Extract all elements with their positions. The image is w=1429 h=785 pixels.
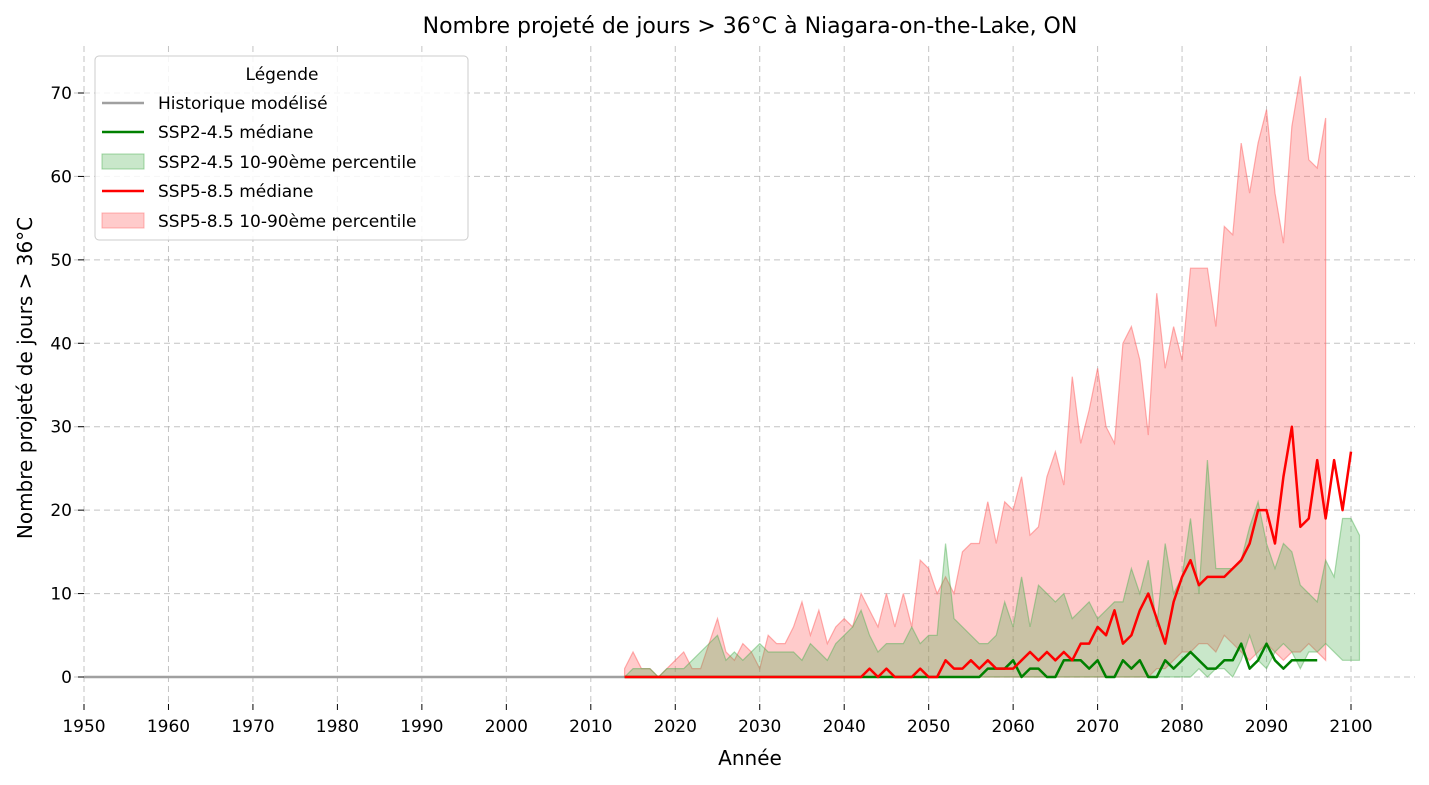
y-tick-label: 20 <box>50 501 72 521</box>
series-lines <box>84 425 1353 679</box>
y-tick-label: 0 <box>61 668 72 688</box>
legend-title: Légende <box>246 65 319 85</box>
y-tick-label: 70 <box>50 84 72 104</box>
x-tick-label: 1950 <box>62 717 105 737</box>
x-tick-label: 2100 <box>1329 717 1372 737</box>
y-axis-ticks: 0 10 20 30 40 50 60 70 <box>50 84 84 688</box>
x-tick-label: 2050 <box>907 717 950 737</box>
legend-label-ssp245-band: SSP2-4.5 10-90ème percentile <box>158 153 417 173</box>
legend-swatch-ssp245-band <box>101 153 145 170</box>
x-axis-title: Année <box>718 746 782 770</box>
legend-swatch-ssp585-band <box>101 212 145 229</box>
x-axis-ticks: 1950 1960 1970 1980 1990 2000 2010 2020 2030 2040… <box>62 704 1373 737</box>
x-tick-label: 1960 <box>147 717 190 737</box>
legend-label-ssp585-median: SSP5-8.5 médiane <box>158 182 313 202</box>
x-tick-label: 2070 <box>1076 717 1119 737</box>
x-tick-label: 2020 <box>654 717 697 737</box>
x-tick-label: 2030 <box>738 717 781 737</box>
legend: Légende Historique modélisé SSP2-4.5 méd… <box>94 55 469 241</box>
y-tick-label: 60 <box>50 167 72 187</box>
y-tick-label: 50 <box>50 251 72 271</box>
x-tick-label: 1970 <box>231 717 274 737</box>
chart-title: Nombre projeté de jours > 36°C à Niagara… <box>423 14 1078 39</box>
legend-label-ssp585-band: SSP5-8.5 10-90ème percentile <box>158 212 417 232</box>
ssp585-median-line <box>624 425 1353 679</box>
x-tick-label: 1980 <box>316 717 359 737</box>
percentile-bands <box>623 76 1361 679</box>
x-tick-label: 2090 <box>1245 717 1288 737</box>
x-tick-label: 2000 <box>485 717 528 737</box>
x-tick-label: 2060 <box>992 717 1035 737</box>
y-tick-label: 30 <box>50 418 72 438</box>
legend-label-ssp245-median: SSP2-4.5 médiane <box>158 123 313 143</box>
x-tick-label: 2080 <box>1160 717 1203 737</box>
y-axis-title: Nombre projeté de jours > 36°C <box>13 217 37 539</box>
x-tick-label: 2010 <box>569 717 612 737</box>
y-tick-label: 10 <box>50 585 72 605</box>
legend-frame <box>94 55 469 241</box>
x-tick-label: 1990 <box>400 717 443 737</box>
legend-label-historical: Historique modélisé <box>158 94 328 114</box>
x-tick-label: 2040 <box>823 717 866 737</box>
y-tick-label: 40 <box>50 334 72 354</box>
